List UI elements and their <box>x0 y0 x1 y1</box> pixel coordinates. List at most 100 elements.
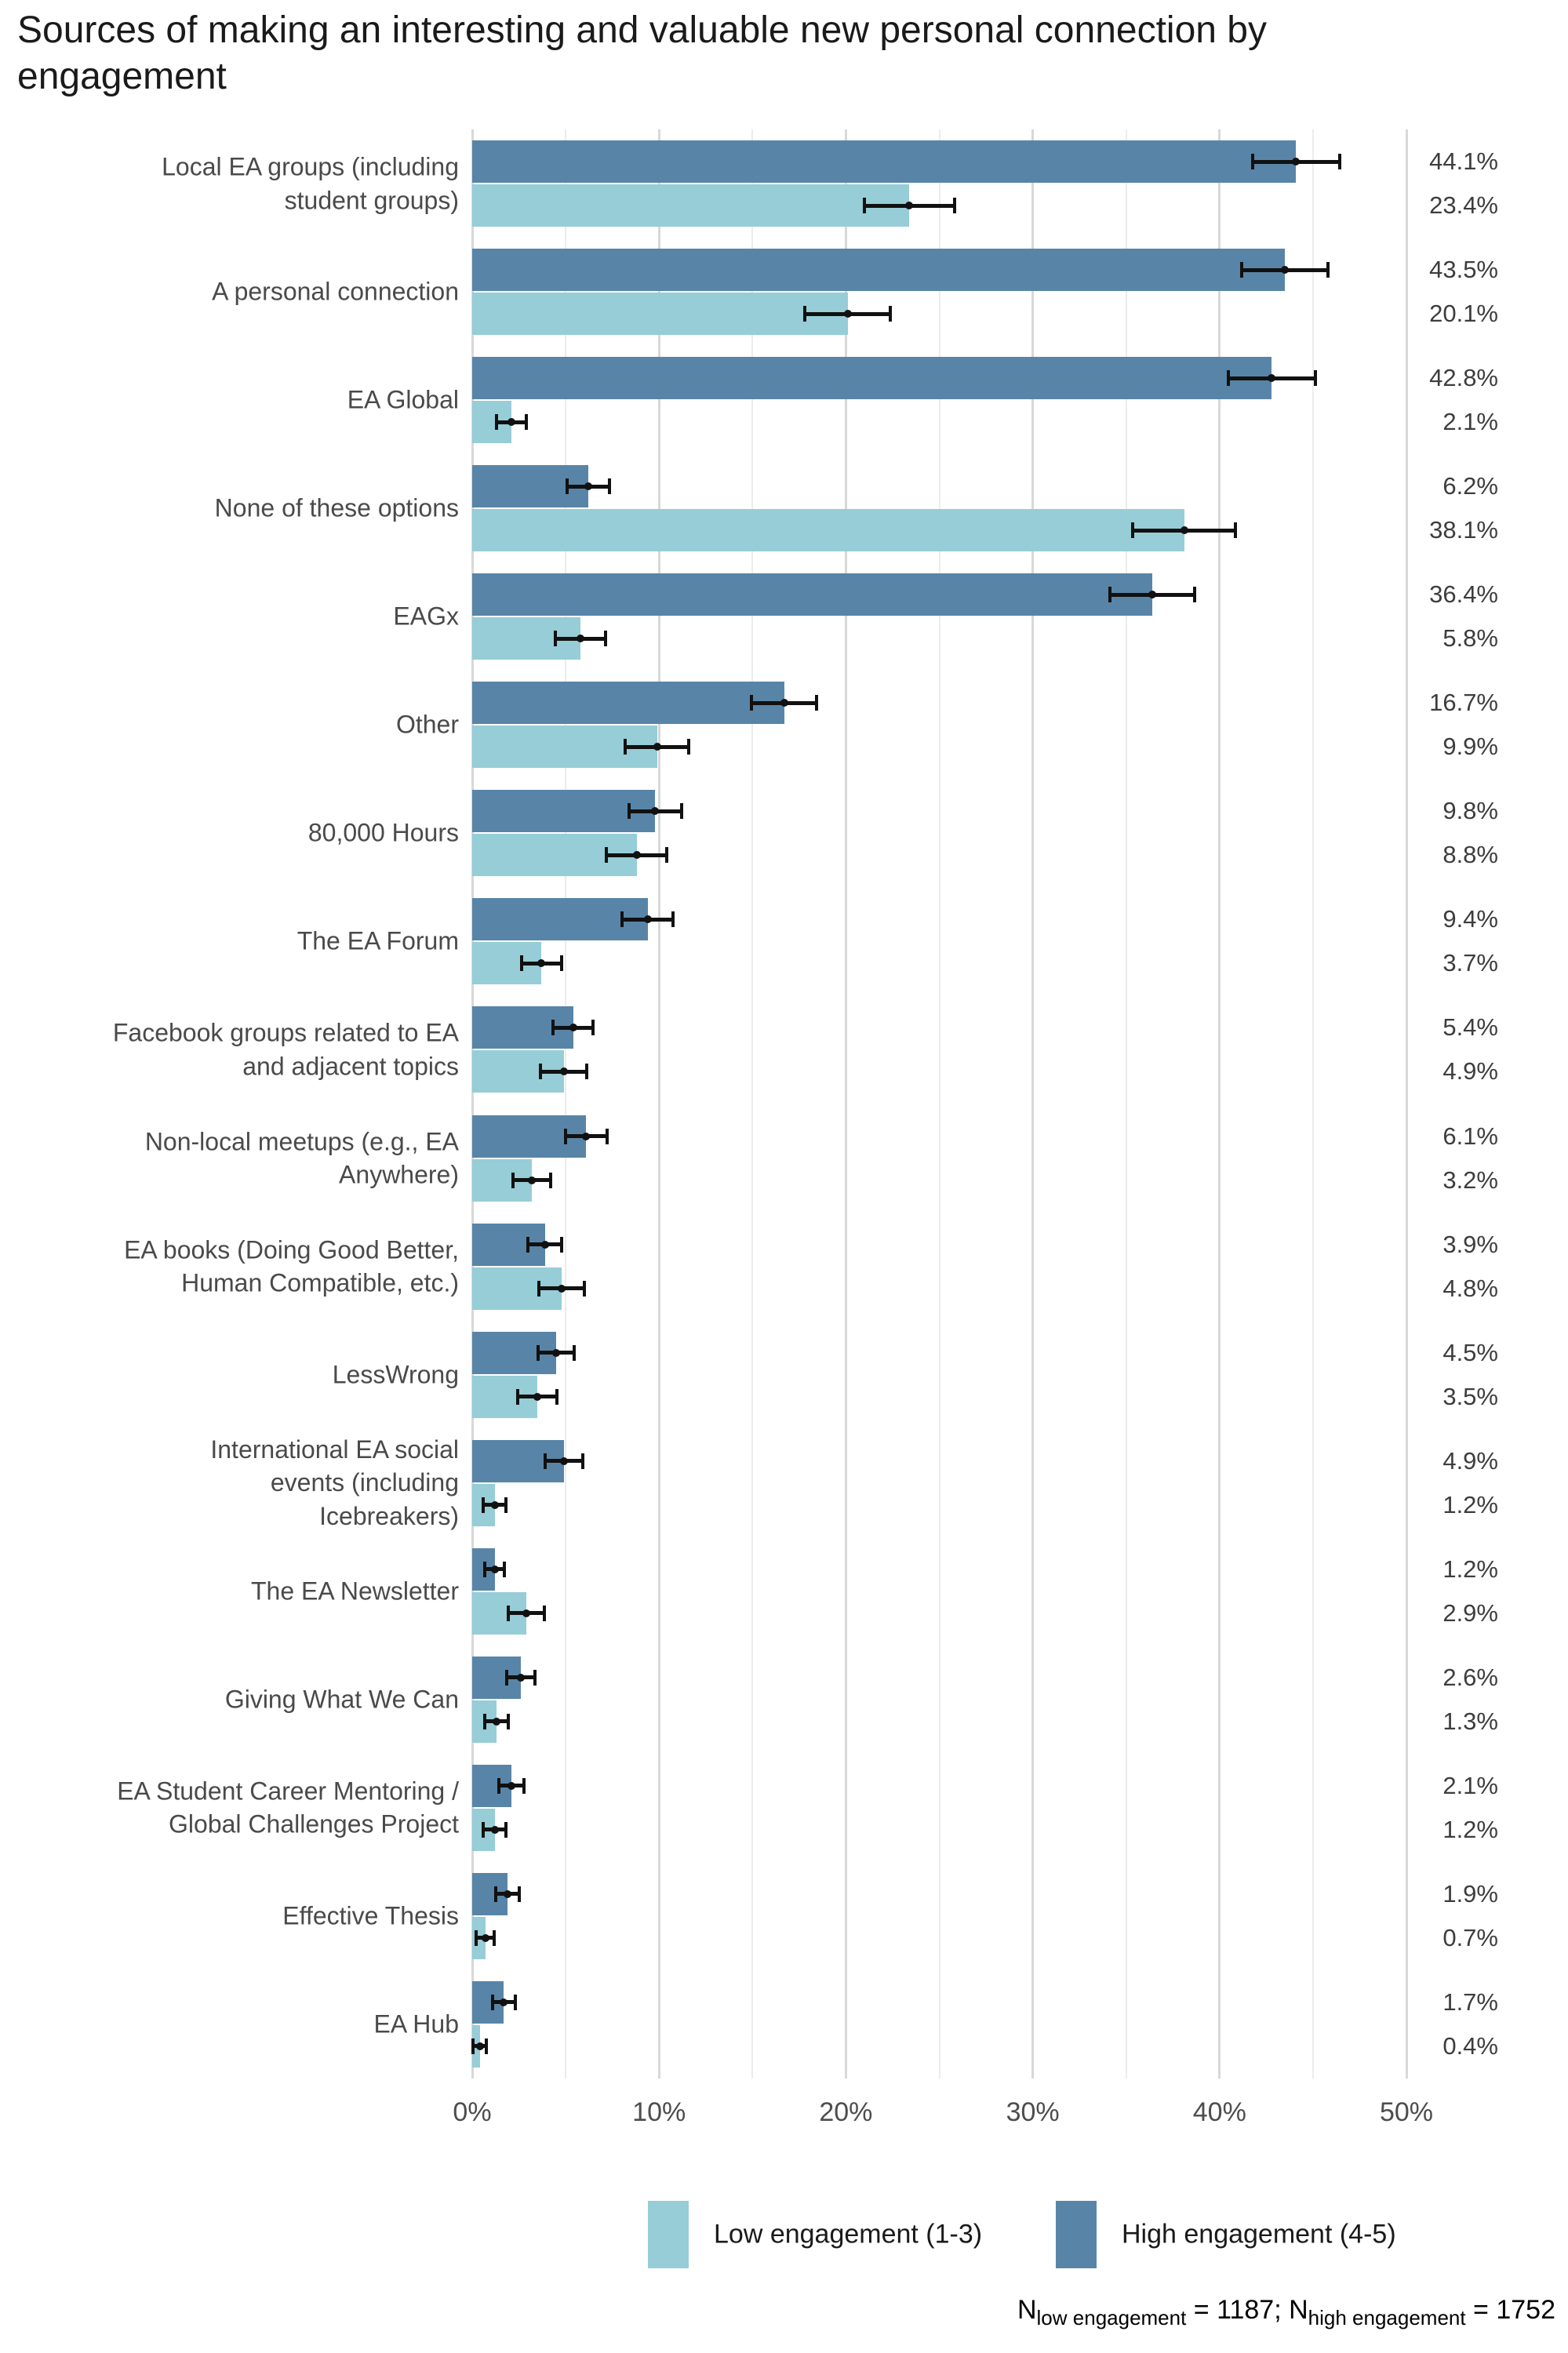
value-label-low: 5.8% <box>1442 624 1498 653</box>
error-bar-cap-right <box>1313 370 1317 387</box>
error-bar-cap-right <box>559 955 563 972</box>
error-bar-point <box>1281 266 1290 275</box>
error-bar-cap-left <box>494 414 498 431</box>
error-bar-cap-right <box>671 911 675 928</box>
major-gridline <box>1031 129 1035 2078</box>
category-label: The EA Newsletter <box>251 1577 459 1606</box>
error-bar-cap-right <box>679 803 683 820</box>
error-bar-cap-left <box>1239 262 1243 278</box>
value-label-high: 44.1% <box>1429 147 1498 176</box>
error-bar-point <box>558 1284 566 1293</box>
error-bar-cap-left <box>1108 587 1112 603</box>
footnote-text: N <box>1017 2295 1037 2325</box>
error-bar-point <box>508 1781 516 1790</box>
error-bar-point <box>905 202 914 210</box>
value-label-low: 4.9% <box>1442 1057 1498 1086</box>
category-label: EA Student Career Mentoring / Global Cha… <box>117 1777 459 1838</box>
error-bar-cap-right <box>1192 587 1196 603</box>
x-axis-tick-label: 0% <box>453 2097 492 2127</box>
error-bar-cap-left <box>1227 370 1231 387</box>
error-bar-cap-right <box>542 1605 546 1621</box>
minor-gridline <box>751 129 754 2078</box>
error-bar-point <box>500 1998 508 2006</box>
major-gridline <box>844 129 847 2078</box>
error-bar-point <box>559 1457 568 1465</box>
value-label-high: 36.4% <box>1429 580 1498 609</box>
legend-swatch-low <box>648 2201 689 2268</box>
bar-high-engagement <box>472 898 648 941</box>
error-bar-cap-right <box>1326 262 1330 278</box>
value-label-low: 4.8% <box>1442 1274 1498 1302</box>
error-bar-cap-left <box>526 1236 530 1253</box>
error-bar-cap-right <box>555 1388 559 1405</box>
category-label: Non-local meetups (e.g., EA Anywhere) <box>144 1126 459 1189</box>
major-gridline <box>471 129 474 2078</box>
error-bar-cap-left <box>628 803 631 820</box>
legend-label-low: Low engagement (1-3) <box>714 2219 983 2249</box>
error-bar-cap-left <box>537 1344 540 1361</box>
error-bar-cap-left <box>483 1561 487 1577</box>
category-label: Giving What We Can <box>224 1685 459 1714</box>
value-label-high: 16.7% <box>1429 689 1498 717</box>
value-label-high: 9.4% <box>1442 905 1498 933</box>
category-label: LessWrong <box>332 1360 459 1389</box>
value-label-high: 4.9% <box>1442 1446 1498 1475</box>
error-bar-cap-right <box>502 1561 506 1577</box>
error-bar-cap-right <box>485 2038 489 2054</box>
value-label-low: 23.4% <box>1429 191 1498 220</box>
error-bar-cap-right <box>513 1994 517 2010</box>
bar-low-engagement <box>472 509 1184 552</box>
value-label-high: 6.1% <box>1442 1122 1498 1150</box>
error-bar-cap-right <box>605 1128 609 1144</box>
error-bar-point <box>528 1176 537 1184</box>
error-bar-point <box>780 699 788 707</box>
error-bar-cap-left <box>475 1929 478 1946</box>
error-bar-point <box>481 1933 489 1942</box>
bar-high-engagement <box>472 790 656 833</box>
footnote-subscript: low engagement <box>1036 2305 1187 2329</box>
error-bar-cap-right <box>518 1886 522 1902</box>
error-bar-cap-left <box>565 478 569 495</box>
error-bar-cap-right <box>889 306 893 322</box>
value-label-high: 1.9% <box>1442 1879 1498 1907</box>
error-bar-cap-right <box>1234 522 1238 539</box>
error-bar-cap-left <box>481 1821 485 1838</box>
error-bar-point <box>504 1889 512 1898</box>
error-bar-point <box>492 1717 500 1726</box>
error-bar-cap-right <box>504 1497 508 1513</box>
value-label-high: 1.7% <box>1442 1988 1498 2016</box>
error-bar-point <box>843 310 852 318</box>
error-bar-point <box>632 851 641 860</box>
value-label-high: 6.2% <box>1442 472 1498 500</box>
error-bar-point <box>490 1500 499 1509</box>
value-label-low: 0.4% <box>1442 2031 1498 2060</box>
error-bar-point <box>582 1132 591 1140</box>
error-bar-cap-right <box>573 1344 577 1361</box>
error-bar-point <box>577 635 585 643</box>
error-bar-cap-right <box>525 414 529 431</box>
legend-label-high: High engagement (4-5) <box>1122 2219 1396 2249</box>
error-bar-point <box>537 959 546 968</box>
category-label: Other <box>395 711 459 740</box>
category-label: EAGx <box>393 602 459 631</box>
major-gridline <box>657 129 660 2078</box>
chart-title: Sources of making an interesting and val… <box>17 9 1267 97</box>
error-bar-cap-left <box>543 1453 547 1469</box>
value-label-low: 0.7% <box>1442 1923 1498 1951</box>
error-bar-cap-right <box>665 847 668 864</box>
category-label: None of these options <box>214 493 459 522</box>
bar-high-engagement <box>472 249 1286 292</box>
category-label: International EA social events (includin… <box>210 1435 459 1530</box>
error-bar-cap-left <box>563 1128 567 1144</box>
x-axis-tick-label: 20% <box>819 2097 873 2127</box>
error-bar-cap-left <box>750 695 754 711</box>
value-label-low: 8.8% <box>1442 841 1498 869</box>
error-bar-cap-right <box>580 1453 584 1469</box>
error-bar-cap-right <box>815 695 819 711</box>
error-bar-point <box>552 1348 561 1357</box>
error-bar-point <box>584 482 592 491</box>
value-label-low: 20.1% <box>1429 300 1498 328</box>
error-bar-cap-left <box>491 1994 495 2010</box>
error-bar-cap-left <box>505 1669 509 1686</box>
